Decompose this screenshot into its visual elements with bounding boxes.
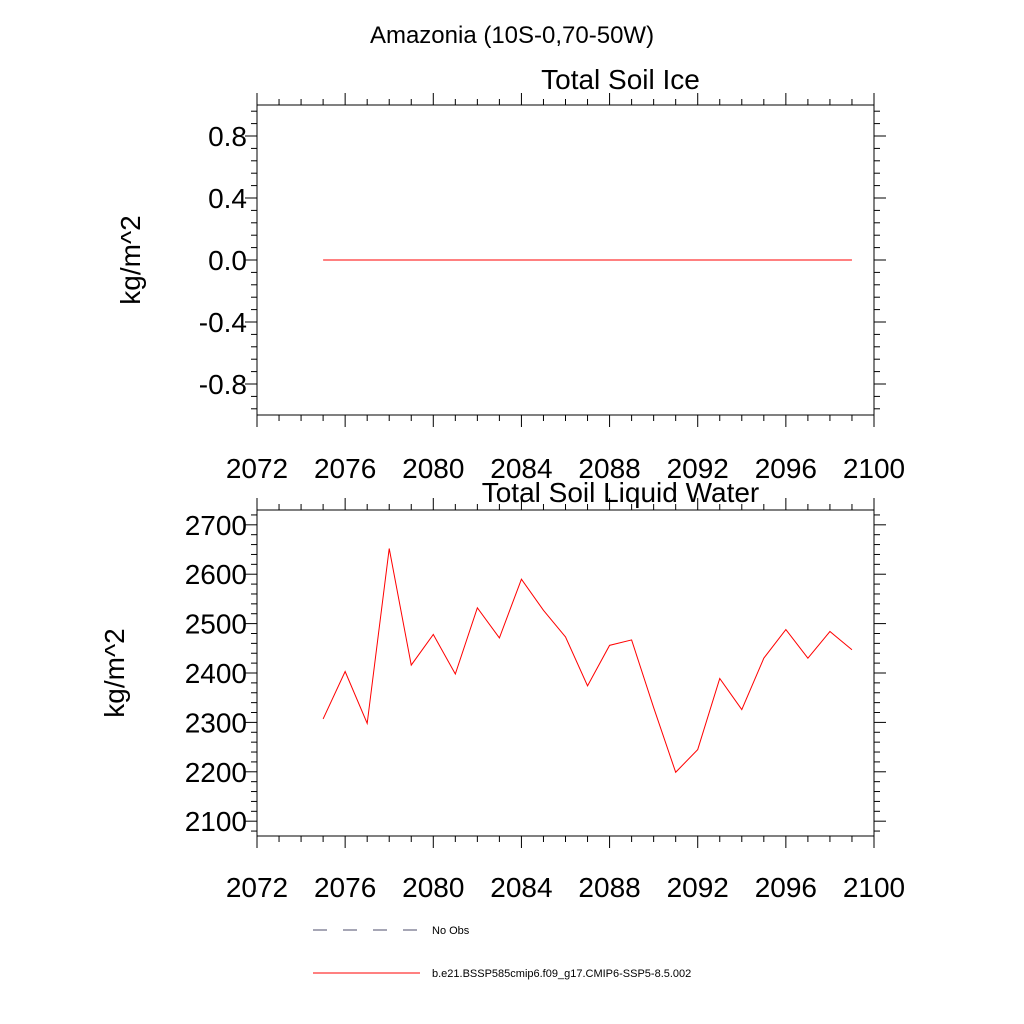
x-tick-label: 2076: [314, 872, 376, 903]
y-tick-label: 2200: [185, 757, 247, 788]
data-point: [807, 658, 808, 659]
data-point: [433, 260, 434, 261]
data-point: [741, 260, 742, 261]
data-point: [851, 260, 852, 261]
x-tick-label: 2080: [402, 872, 464, 903]
chart-panel-soil-ice: Total Soil Ice kg/m^2 2072 2076 2080 2084 2088…: [115, 64, 905, 484]
y-tick-label: 0.4: [208, 183, 247, 214]
data-point: [807, 260, 808, 261]
legend: No Obs b.e21.BSSP585cmip6.f09_g17.CMIP6-…: [313, 925, 691, 980]
data-point: [433, 634, 434, 635]
data-point: [785, 629, 786, 630]
data-point: [631, 260, 632, 261]
figure-title: Amazonia (10S-0,70-50W): [370, 22, 654, 49]
y-tick-label: 0.0: [208, 245, 247, 276]
data-point: [609, 260, 610, 261]
plot-frame: [256, 509, 875, 837]
data-point: [741, 709, 742, 710]
data-point: [543, 260, 544, 261]
data-point: [609, 645, 610, 646]
data-point: [499, 637, 500, 638]
x-tick-label: 2076: [314, 453, 376, 484]
data-point: [763, 658, 764, 659]
data-point: [829, 631, 830, 632]
y-tick-label: 2600: [185, 559, 247, 590]
x-tick-label: 2084: [490, 872, 552, 903]
x-tick-label: 2100: [843, 453, 905, 484]
y-tick-label: 2300: [185, 707, 247, 738]
x-tick-label: 2092: [667, 453, 729, 484]
x-tick-label: 2072: [226, 872, 288, 903]
y-axis-label: kg/m^2: [99, 628, 130, 717]
data-point: [653, 707, 654, 708]
data-point: [477, 607, 478, 608]
data-point: [719, 260, 720, 261]
legend-label-no-obs: No Obs: [432, 925, 470, 937]
y-tick-label: 2100: [185, 806, 247, 837]
panel-title: Total Soil Ice: [541, 64, 700, 95]
y-tick-label: -0.8: [199, 369, 247, 400]
data-point: [697, 749, 698, 750]
chart-panel-soil-liquid-water: Total Soil Liquid Water kg/m^2 2072 2076 208…: [99, 477, 905, 903]
data-point: [323, 260, 324, 261]
data-point: [323, 718, 324, 719]
x-tick-label: 2088: [578, 453, 640, 484]
data-point: [411, 665, 412, 666]
y-tick-label: -0.4: [199, 307, 247, 338]
x-tick-label: 2096: [755, 453, 817, 484]
data-point: [521, 260, 522, 261]
data-point: [565, 260, 566, 261]
data-point: [389, 260, 390, 261]
data-point: [455, 260, 456, 261]
x-tick-label: 2084: [490, 453, 552, 484]
data-point: [785, 260, 786, 261]
data-point: [411, 260, 412, 261]
data-point: [851, 649, 852, 650]
legend-label-simulation: b.e21.BSSP585cmip6.f09_g17.CMIP6-SSP5-8.…: [432, 968, 691, 980]
data-point: [829, 260, 830, 261]
data-point: [367, 260, 368, 261]
data-point: [697, 260, 698, 261]
x-tick-label: 2092: [667, 872, 729, 903]
data-point: [543, 610, 544, 611]
series-line: [322, 548, 853, 774]
x-tick-label: 2096: [755, 872, 817, 903]
data-point: [587, 260, 588, 261]
data-point: [499, 260, 500, 261]
y-tick-label: 0.8: [208, 121, 247, 152]
x-tick-label: 2088: [578, 872, 640, 903]
data-point: [653, 260, 654, 261]
data-point: [367, 723, 368, 724]
data-point: [345, 260, 346, 261]
data-point: [455, 673, 456, 674]
data-point: [565, 636, 566, 637]
y-tick-label: 2500: [185, 609, 247, 640]
x-tick-label: 2072: [226, 453, 288, 484]
data-point: [719, 678, 720, 679]
data-point: [631, 639, 632, 640]
data-point: [587, 685, 588, 686]
data-point: [675, 772, 676, 773]
data-point: [521, 579, 522, 580]
y-tick-label: 2700: [185, 510, 247, 541]
x-tick-label: 2100: [843, 872, 905, 903]
data-point: [345, 671, 346, 672]
data-point: [389, 548, 390, 549]
data-point: [477, 260, 478, 261]
panel-title: Total Soil Liquid Water: [482, 477, 760, 508]
y-axis-label: kg/m^2: [115, 215, 146, 304]
data-point: [675, 260, 676, 261]
data-point: [763, 260, 764, 261]
x-tick-label: 2080: [402, 453, 464, 484]
y-tick-label: 2400: [185, 658, 247, 689]
